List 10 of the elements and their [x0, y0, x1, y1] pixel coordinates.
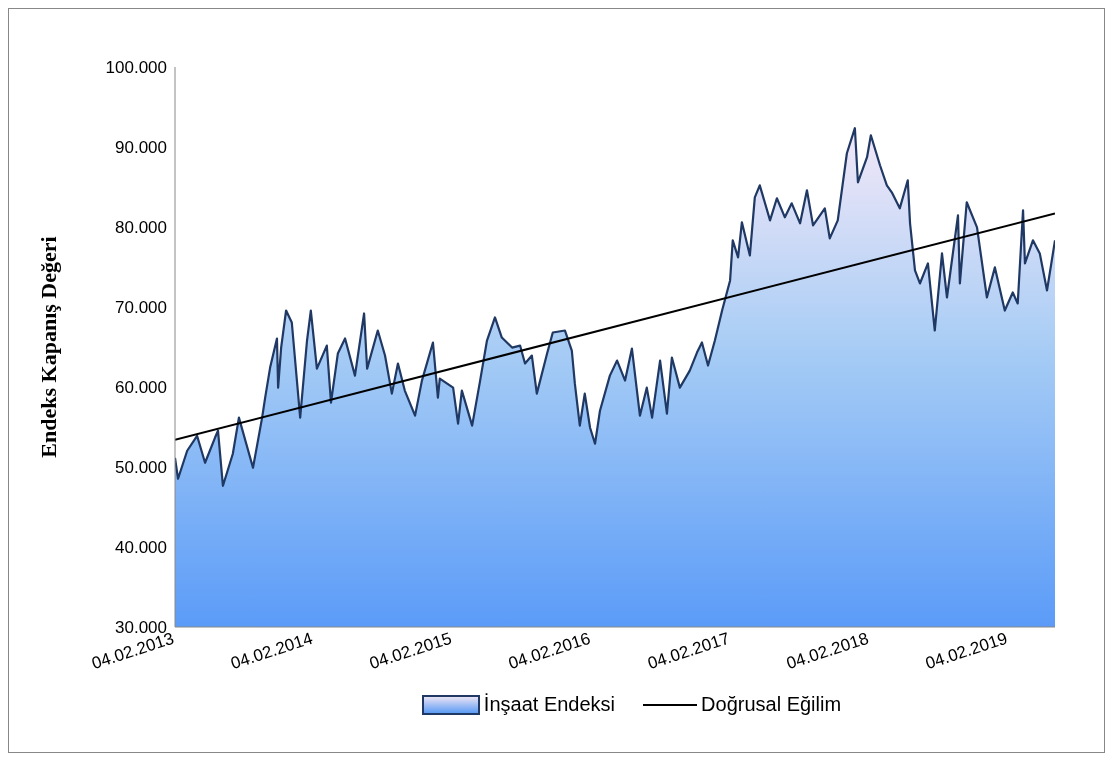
y-tick-label: 80.000	[115, 218, 167, 238]
y-tick-label: 90.000	[115, 138, 167, 158]
y-tick-label: 100.000	[105, 58, 167, 78]
y-tick-label: 70.000	[115, 298, 167, 318]
legend-label: İnşaat Endeksi	[483, 693, 616, 716]
y-tick-label: 40.000	[115, 538, 167, 558]
y-axis-title: Endeks Kapanış Değeri	[35, 236, 61, 458]
legend-label: Doğrusal Eğilim	[701, 693, 842, 716]
y-tick-label: 50.000	[115, 458, 167, 478]
y-tick-label: 60.000	[115, 378, 167, 398]
